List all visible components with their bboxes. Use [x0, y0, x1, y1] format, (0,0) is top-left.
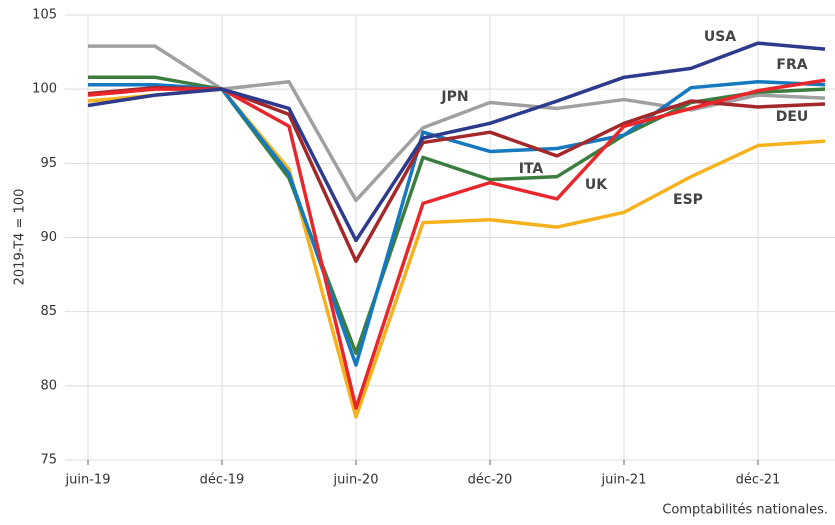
series-label: DEU	[776, 109, 809, 125]
series-label: UK	[585, 177, 608, 193]
series-label: JPN	[440, 89, 468, 105]
y-axis-label: 2019-T4 = 100	[13, 189, 28, 286]
y-tick-label: 85	[40, 304, 57, 319]
y-tick-label: 75	[40, 453, 57, 468]
y-tick-label: 80	[40, 378, 57, 393]
series-label: ESP	[673, 192, 703, 208]
x-tick-label: juin-21	[601, 473, 647, 488]
series-line	[87, 41, 826, 243]
series-label: ITA	[519, 161, 544, 177]
series-label: FRA	[776, 57, 807, 73]
x-tick-label: déc-20	[468, 473, 513, 488]
y-tick-label: 90	[40, 230, 57, 245]
series-line	[88, 44, 826, 203]
y-tick-label: 105	[32, 8, 57, 23]
series-line	[88, 80, 826, 367]
y-tick-label: 95	[40, 156, 57, 171]
x-tick-label: juin-20	[333, 473, 379, 488]
x-tick-label: déc-19	[200, 473, 245, 488]
x-tick-label: juin-19	[65, 473, 111, 488]
source: Comptabilités nationales.	[662, 503, 828, 518]
x-tick-label: déc-21	[736, 473, 781, 488]
series-label: USA	[704, 29, 736, 45]
y-tick-label: 100	[32, 82, 57, 97]
